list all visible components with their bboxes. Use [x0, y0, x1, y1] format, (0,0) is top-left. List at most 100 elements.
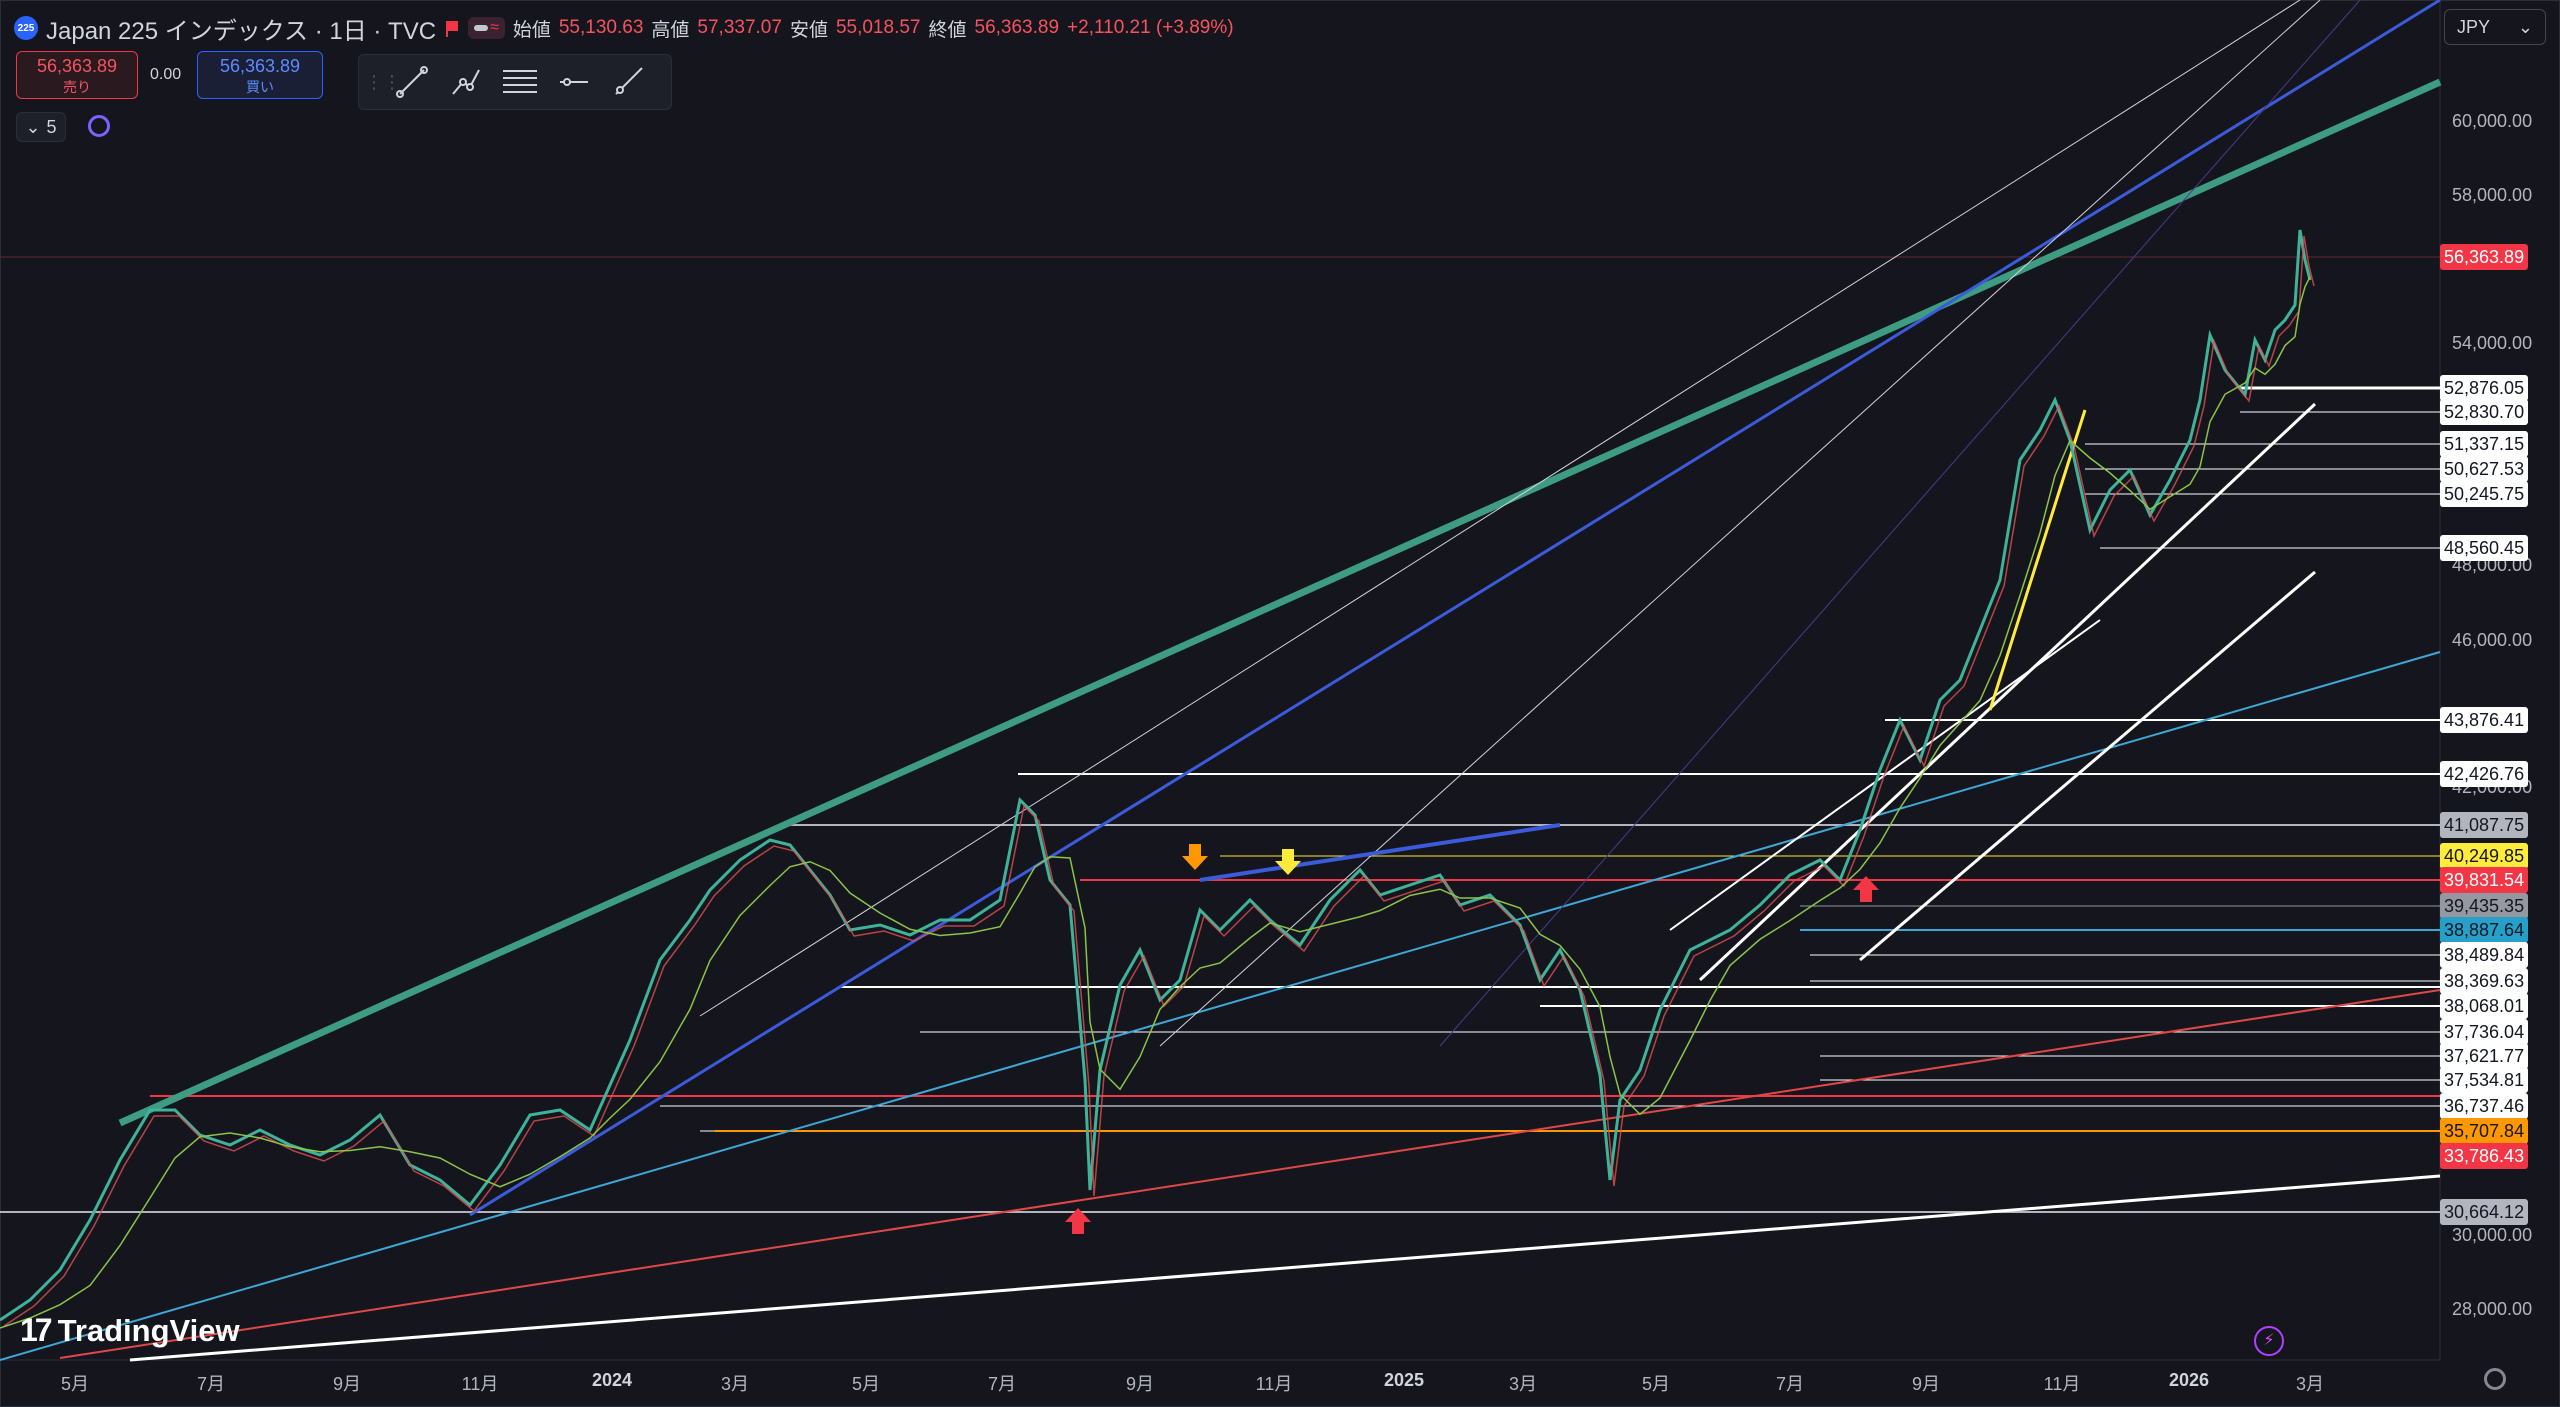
- currency-select[interactable]: JPY ⌄: [2444, 9, 2546, 45]
- brand-name: TradingView: [57, 1312, 240, 1348]
- indicators-collapse-button[interactable]: ⌄ 5: [16, 112, 66, 142]
- buy-arrow-up-icon: [1853, 876, 1879, 902]
- price-tick: 54,000.00: [2452, 333, 2533, 353]
- ray-icon[interactable]: [601, 55, 655, 109]
- price-label: 30,664.12: [2440, 1199, 2529, 1225]
- time-tick: 5月: [851, 1374, 881, 1394]
- time-tick: 7月: [1775, 1374, 1805, 1394]
- change-value: +2,110.21 (+3.89%): [1067, 17, 1234, 38]
- price-tick: 28,000.00: [2452, 1299, 2533, 1319]
- path-icon[interactable]: [439, 55, 493, 109]
- time-tick: 11月: [2043, 1374, 2081, 1394]
- sell-button[interactable]: 56,363.89 売り: [16, 51, 138, 99]
- sell-price: 56,363.89: [36, 56, 118, 76]
- symbol-title[interactable]: Japan 225 インデックス · 1日 · TVC: [46, 17, 437, 45]
- tradingview-logo: 17 TradingView: [20, 1312, 240, 1349]
- price-series-line: [0, 229, 2312, 1322]
- green-trend-line: [118, 78, 2442, 1127]
- price-label: 48,560.45: [2440, 535, 2529, 561]
- trend-line-icon[interactable]: [385, 55, 439, 109]
- fib-glyph: [503, 70, 537, 93]
- sell-arrow-down-icon: [1182, 844, 1208, 870]
- time-tick: 3月: [2295, 1374, 2325, 1394]
- sell-arrow-down-icon: [1275, 849, 1301, 875]
- price-label: 40,249.85: [2440, 843, 2529, 869]
- chevron-down-icon: ⌄: [25, 116, 41, 137]
- buy-button[interactable]: 56,363.89 買い: [197, 51, 323, 99]
- moving-average-line: [0, 276, 2311, 1329]
- price-tick: 30,000.00: [2452, 1225, 2533, 1245]
- price-label: 41,087.75: [2440, 812, 2529, 838]
- symbol-header: 225 Japan 225 インデックス · 1日 · TVC ≈ 始値 55,1…: [14, 14, 1234, 45]
- time-tick: 2024: [591, 1370, 633, 1390]
- time-tick: 3月: [720, 1374, 750, 1394]
- time-tick: 5月: [1641, 1374, 1671, 1394]
- price-label: 37,736.04: [2440, 1019, 2529, 1045]
- chevron-down-icon: ⌄: [2517, 16, 2533, 37]
- price-label: 36,737.46: [2440, 1093, 2529, 1119]
- drawing-toolbar: ⋮⋮: [358, 54, 672, 110]
- time-tick: 9月: [1125, 1374, 1155, 1394]
- price-label: 37,534.81: [2440, 1067, 2529, 1093]
- cyan-trend-line: [0, 651, 2441, 1361]
- buy-arrow-up-icon: [1065, 1208, 1091, 1234]
- currency-value: JPY: [2457, 16, 2491, 37]
- price-label: 38,489.84: [2440, 942, 2529, 968]
- time-tick: 3月: [1508, 1374, 1538, 1394]
- price-label: 39,831.54: [2440, 867, 2529, 893]
- price-label: 51,337.15: [2440, 431, 2529, 457]
- time-tick: 11月: [461, 1374, 499, 1394]
- thin-trend-line: [699, 0, 2301, 1017]
- time-tick: 7月: [196, 1374, 226, 1394]
- wave-icon: ≈: [490, 19, 499, 36]
- channel-lower-line: [1698, 402, 2317, 982]
- price-label: 52,830.70: [2440, 399, 2529, 425]
- price-tick: 46,000.00: [2452, 630, 2533, 650]
- time-tick: 2025: [1383, 1370, 1425, 1390]
- fib-icon[interactable]: [493, 55, 547, 109]
- time-tick: 9月: [1911, 1374, 1941, 1394]
- price-label: 56,363.89: [2440, 244, 2529, 270]
- low-value: 55,018.57: [835, 17, 921, 38]
- price-label: 42,426.76: [2440, 761, 2529, 787]
- eye-toggle-icon: [474, 25, 489, 31]
- close-value: 56,363.89: [974, 17, 1060, 38]
- price-label: 50,627.53: [2440, 456, 2529, 482]
- symbol-badge[interactable]: 225: [14, 16, 38, 40]
- drag-handle-icon[interactable]: ⋮⋮: [365, 71, 401, 92]
- blue-trend-line: [469, 0, 2441, 1217]
- price-label: 52,876.05: [2440, 375, 2529, 401]
- price-tick: 60,000.00: [2452, 111, 2533, 131]
- indicator-count: 5: [46, 116, 57, 137]
- spread-value: 0.00: [150, 66, 182, 83]
- tv-logo-icon: 17: [20, 1312, 53, 1348]
- high-label: 高値: [651, 19, 690, 41]
- close-label: 終値: [928, 19, 967, 41]
- buy-price: 56,363.89: [219, 56, 301, 76]
- price-label: 37,621.77: [2440, 1043, 2529, 1069]
- thin-trend-line-2: [1159, 0, 2321, 1047]
- price-label: 50,245.75: [2440, 481, 2529, 507]
- channel-mid-line: [1859, 570, 2316, 962]
- trend-line-glyph: [396, 66, 428, 98]
- horizontal-line-icon[interactable]: [547, 55, 601, 109]
- sync-icon[interactable]: [88, 115, 110, 137]
- time-tick: 2026: [2168, 1370, 2210, 1390]
- yellow-impulse-line: [1988, 409, 2087, 711]
- sell-label: 売り: [63, 79, 91, 95]
- price-label: 38,887.64: [2440, 917, 2529, 943]
- price-label: 38,369.63: [2440, 968, 2529, 994]
- price-label: 35,707.84: [2440, 1118, 2529, 1144]
- open-value: 55,130.63: [558, 17, 644, 38]
- flag-icon[interactable]: [444, 19, 460, 37]
- red-trend-line: [59, 989, 2441, 1359]
- open-label: 始値: [512, 19, 551, 41]
- visibility-toggle[interactable]: ≈: [468, 17, 505, 39]
- time-tick: 9月: [332, 1374, 362, 1394]
- purple-trend-line: [1439, 0, 2361, 1047]
- high-value: 57,337.07: [697, 17, 782, 38]
- bolt-icon[interactable]: ⚡: [2254, 1326, 2284, 1356]
- gear-icon[interactable]: [2484, 1368, 2506, 1390]
- ray-glyph: [615, 67, 643, 95]
